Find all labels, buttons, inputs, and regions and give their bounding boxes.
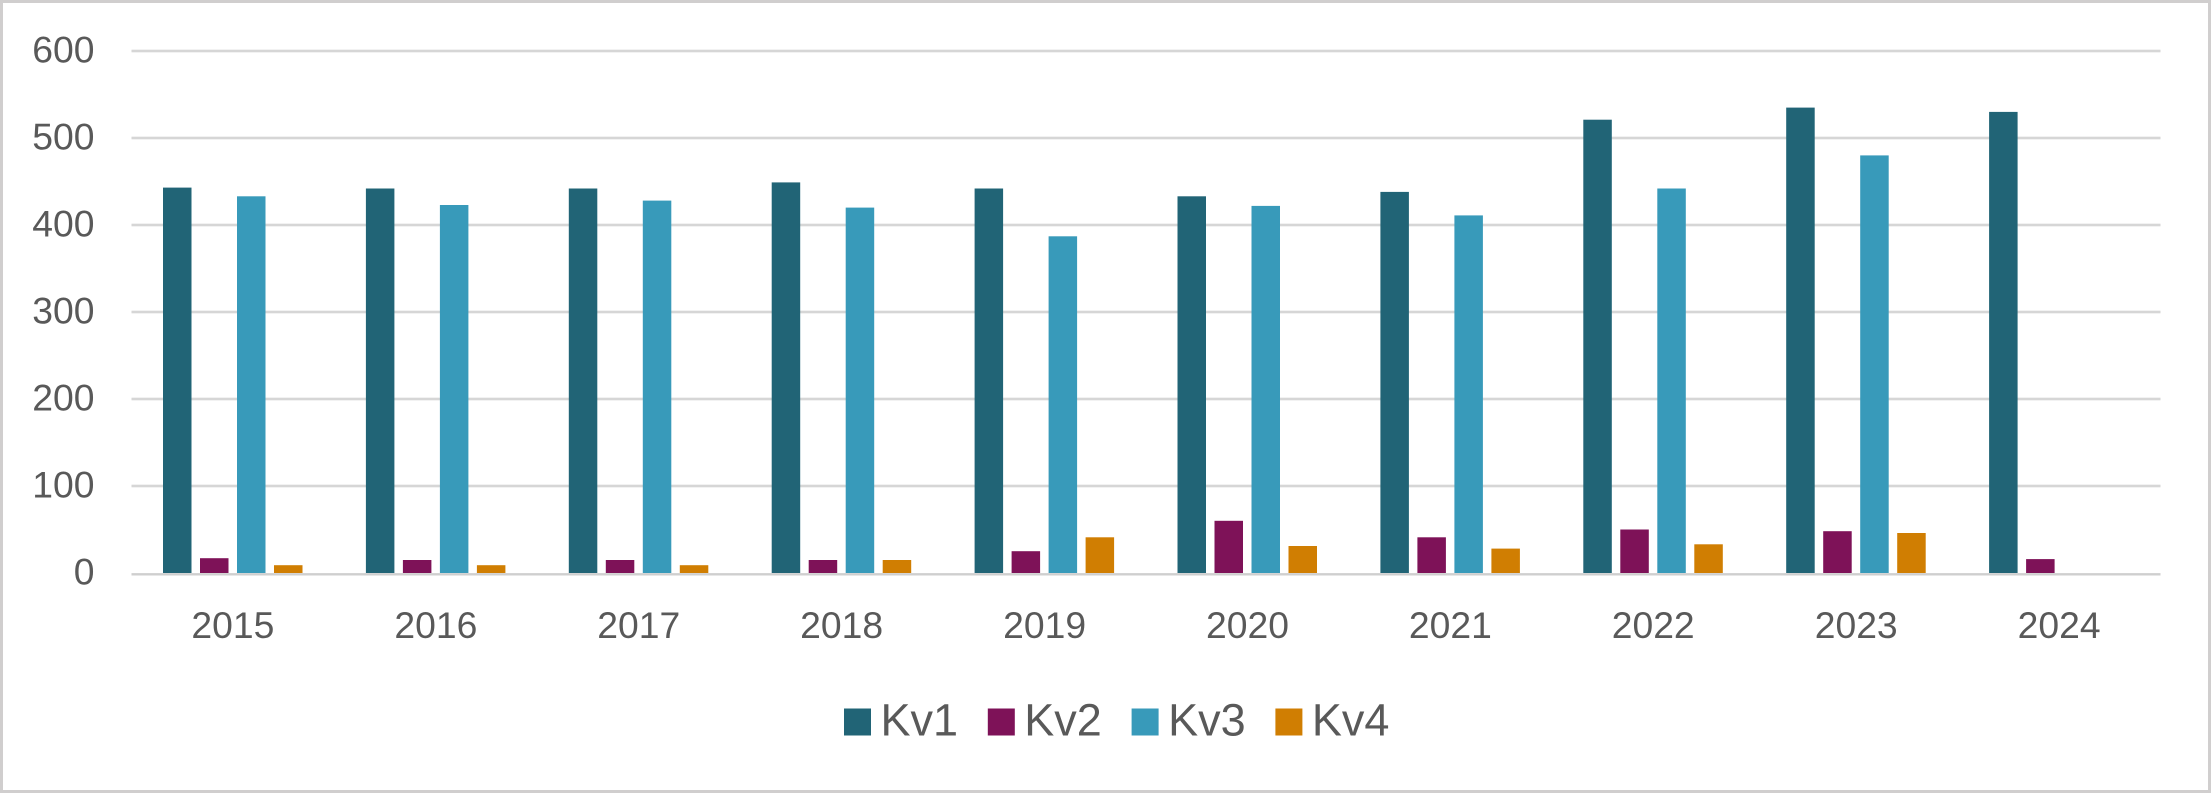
svg-text:600: 600 <box>32 29 94 71</box>
svg-text:2022: 2022 <box>1612 604 1695 646</box>
svg-text:2020: 2020 <box>1206 604 1289 646</box>
svg-text:Kv1: Kv1 <box>881 695 959 746</box>
svg-text:2021: 2021 <box>1409 604 1492 646</box>
svg-text:200: 200 <box>32 377 94 419</box>
svg-text:300: 300 <box>32 290 94 332</box>
svg-text:2015: 2015 <box>191 604 274 646</box>
svg-text:2016: 2016 <box>394 604 477 646</box>
svg-text:2018: 2018 <box>800 604 883 646</box>
svg-text:2023: 2023 <box>1815 604 1898 646</box>
svg-text:Kv3: Kv3 <box>1168 695 1246 746</box>
svg-text:2017: 2017 <box>597 604 680 646</box>
svg-text:2019: 2019 <box>1003 604 1086 646</box>
svg-text:100: 100 <box>32 464 94 506</box>
svg-text:Kv2: Kv2 <box>1024 695 1102 746</box>
svg-text:2024: 2024 <box>2018 604 2101 646</box>
svg-text:500: 500 <box>32 116 94 158</box>
svg-text:Kv4: Kv4 <box>1312 695 1390 746</box>
svg-text:400: 400 <box>32 203 94 245</box>
svg-text:0: 0 <box>74 551 95 593</box>
